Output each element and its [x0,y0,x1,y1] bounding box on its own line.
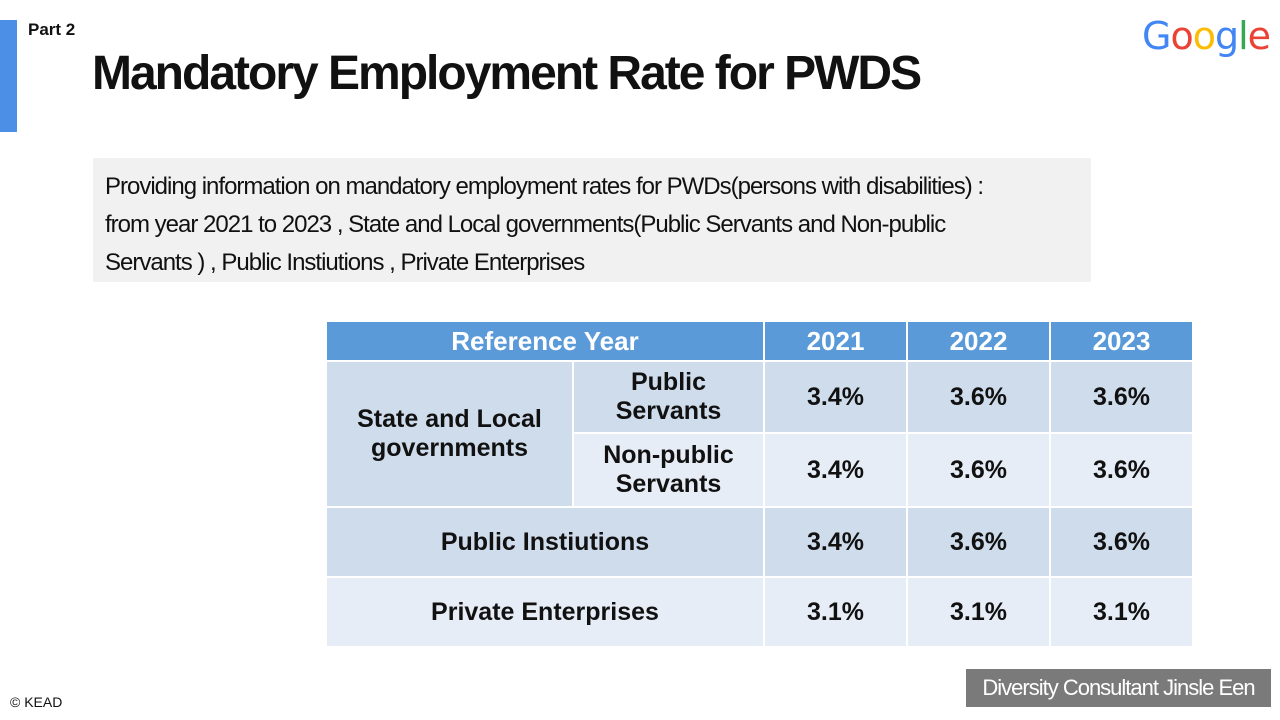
logo-letter-g2: g [1214,14,1239,58]
value-cell: 3.4% [763,432,908,508]
row-label-public-institutions: Public Instiutions [325,506,765,578]
value-cell: 3.6% [906,506,1051,578]
value-cell: 3.6% [1049,360,1194,434]
logo-letter-e: e [1247,14,1271,58]
value-cell: 3.6% [1049,506,1194,578]
row-label-non-public-servants: Non-public Servants [572,432,765,508]
value-cell: 3.6% [1049,432,1194,508]
intro-line-1: Providing information on mandatory emplo… [105,173,984,200]
table-row: Public Instiutions 3.4% 3.6% 3.6% [325,506,1194,578]
header-year-2021: 2021 [763,320,908,362]
accent-bar [0,20,17,132]
table-header-row: Reference Year 2021 2022 2023 [325,320,1194,362]
row-label-public-servants: Public Servants [572,360,765,434]
intro-line-3: Servants ) , Public Instiutions , Privat… [105,249,585,276]
value-cell: 3.1% [906,576,1051,648]
value-cell: 3.6% [906,360,1051,434]
value-cell: 3.4% [763,360,908,434]
logo-letter-o2: o [1192,14,1216,58]
value-cell: 3.1% [1049,576,1194,648]
intro-line-2: from year 2021 to 2023 , State and Local… [105,211,946,238]
header-year-2022: 2022 [906,320,1051,362]
logo-letter-l: l [1238,14,1249,58]
employment-rate-table: Reference Year 2021 2022 2023 State and … [325,320,1194,648]
consultant-credit: Diversity Consultant Jinsle Een [966,669,1271,707]
header-reference-year: Reference Year [325,320,765,362]
header-year-2023: 2023 [1049,320,1194,362]
value-cell: 3.4% [763,506,908,578]
part-label: Part 2 [28,20,76,39]
logo-letter-o1: o [1170,14,1193,58]
google-logo: Google [1142,14,1271,58]
intro-description: Providing information on mandatory emplo… [93,158,1091,282]
table-row: Private Enterprises 3.1% 3.1% 3.1% [325,576,1194,648]
row-label-private-enterprises: Private Enterprises [325,576,765,648]
copyright-notice: © KEAD [10,694,63,710]
group-state-local-governments: State and Local governments [325,360,574,508]
value-cell: 3.1% [763,576,908,648]
value-cell: 3.6% [906,432,1051,508]
logo-letter-g: G [1142,14,1171,58]
page-title: Mandatory Employment Rate for PWDS [92,47,922,100]
table-row: State and Local governments Public Serva… [325,360,1194,508]
table-row: Non-public Servants 3.4% 3.6% 3.6% [326,432,1194,508]
